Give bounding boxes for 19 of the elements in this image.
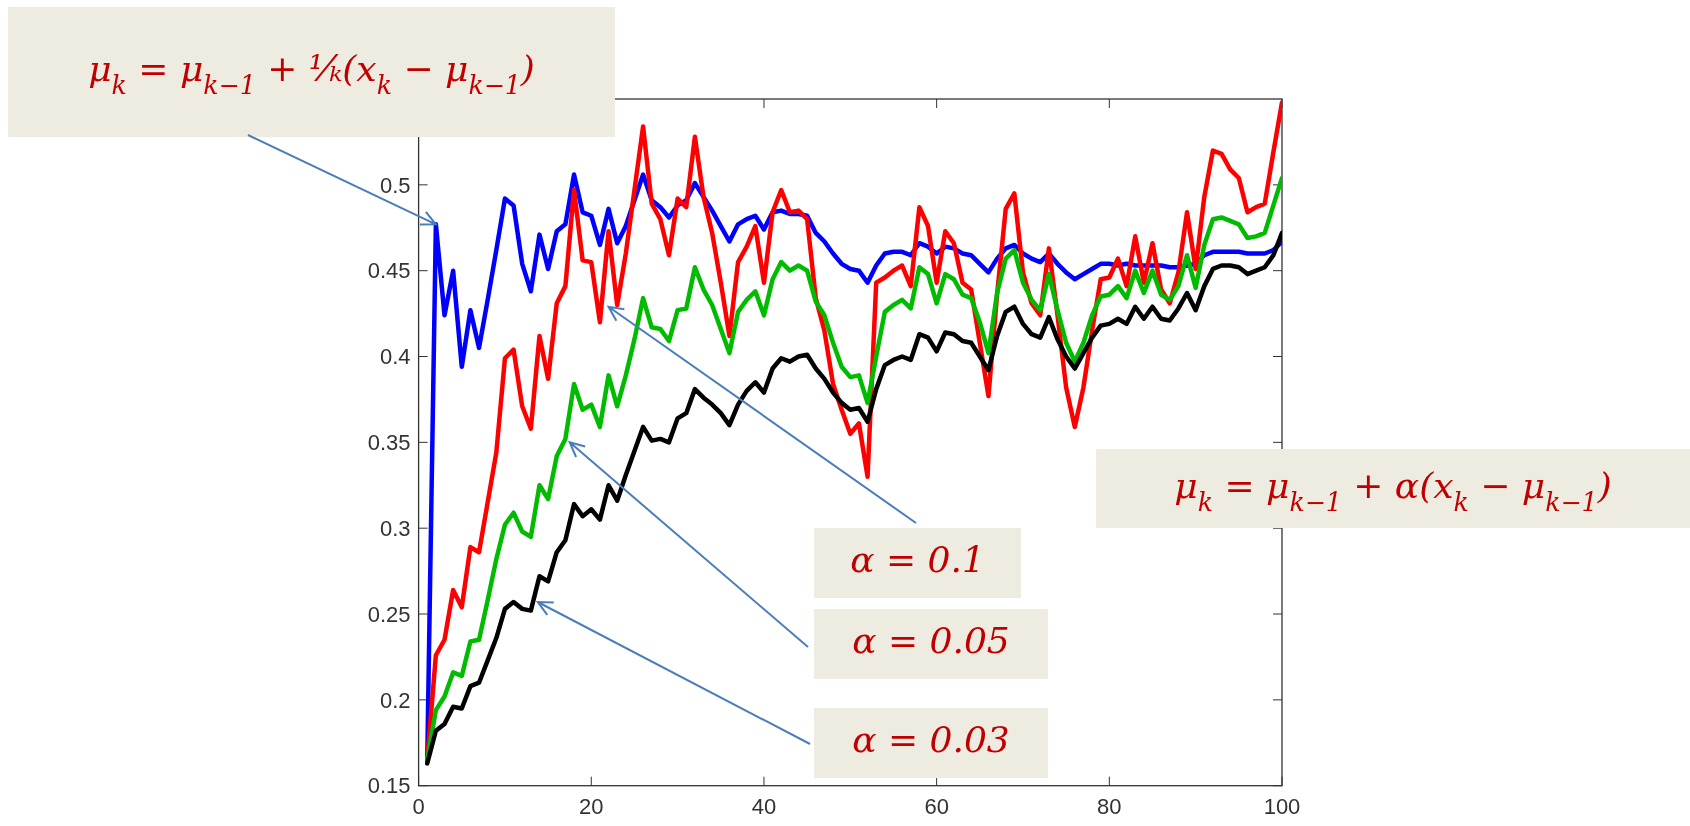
annotation: α = 0.1 bbox=[850, 539, 985, 580]
y-tick-label: 0.45 bbox=[367, 258, 411, 284]
x-tick-label: 20 bbox=[579, 793, 604, 819]
text: μ$_{k}$ = μ$_{k−1}$ + ¹⁄ₖ(x$_{k}$ − μ$_{k−1}$) bbox=[88, 48, 535, 100]
y-tick-label: 0.2 bbox=[380, 687, 411, 713]
y-tick-label: 0.25 bbox=[367, 601, 411, 627]
x-tick-label: 60 bbox=[924, 793, 949, 819]
text: μ$_{k}$ = μ$_{k−1}$ + α(x$_{k}$ − μ$_{k−1}$) bbox=[1174, 464, 1612, 516]
y-tick-label: 0.3 bbox=[380, 515, 411, 541]
x-tick-label: 100 bbox=[1263, 793, 1301, 819]
x-tick-label: 80 bbox=[1097, 793, 1122, 819]
annotation: α = 0.05 bbox=[852, 620, 1010, 661]
annotation: α = 0.03 bbox=[852, 719, 1010, 760]
y-tick-label: 0.35 bbox=[367, 430, 411, 456]
x-tick-label: 40 bbox=[751, 793, 777, 819]
y-tick-label: 0.5 bbox=[380, 172, 411, 198]
y-tick-label: 0.4 bbox=[380, 344, 411, 370]
y-tick-label: 0.15 bbox=[367, 773, 411, 799]
x-tick-label: 0 bbox=[412, 793, 425, 819]
